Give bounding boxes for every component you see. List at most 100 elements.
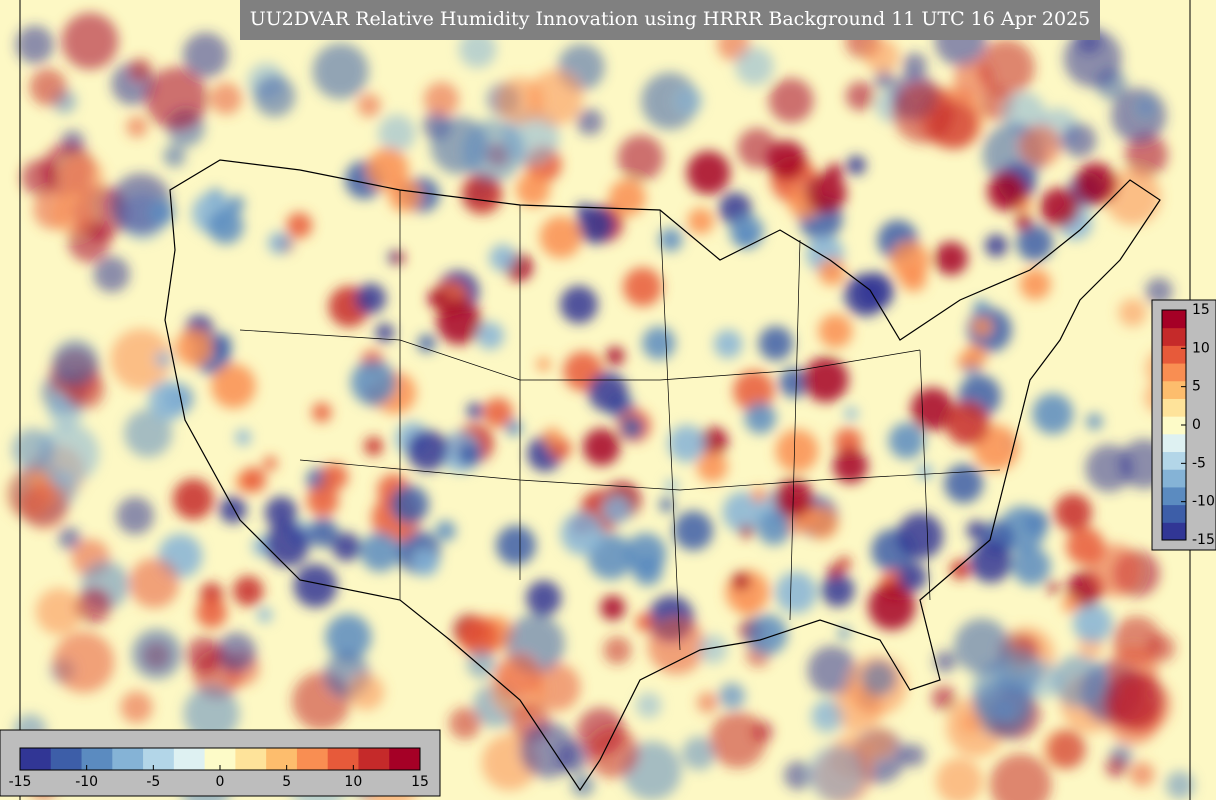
colorbar-segment <box>173 748 206 770</box>
field-blob <box>956 355 971 369</box>
field-blob <box>774 478 814 518</box>
field-blob <box>219 496 247 524</box>
field-blob <box>635 692 662 719</box>
field-blob <box>860 660 897 696</box>
field-blob <box>1135 96 1157 118</box>
field-blob <box>807 745 865 800</box>
field-blob <box>172 478 214 520</box>
field-blob <box>783 760 813 790</box>
field-blob <box>375 323 395 343</box>
field-blob <box>1052 654 1106 708</box>
field-blob <box>846 155 867 176</box>
field-blob <box>423 81 459 117</box>
field-blob <box>605 346 625 366</box>
field-blob <box>52 339 99 386</box>
field-blob <box>576 108 604 136</box>
field-blob <box>768 78 814 123</box>
field-blob <box>293 563 338 608</box>
field-blob <box>1015 213 1033 231</box>
field-blob <box>320 463 349 491</box>
field-blob <box>888 422 925 460</box>
tick-label: 0 <box>1192 417 1201 433</box>
field-blob <box>364 436 384 456</box>
colorbar-segment <box>81 748 113 770</box>
colorbar-segment <box>1162 345 1186 364</box>
field-blob <box>756 511 791 546</box>
field-blob <box>935 757 983 800</box>
field-blob <box>461 173 503 215</box>
field-blob <box>175 328 214 367</box>
field-blob <box>635 613 655 632</box>
field-blob <box>720 683 746 709</box>
field-blob <box>311 402 332 423</box>
field-blob <box>665 479 678 492</box>
field-blob <box>207 208 244 245</box>
colorbar-segment <box>1162 433 1186 453</box>
field-blob <box>355 283 387 314</box>
colorbar-segment <box>1162 398 1186 417</box>
field-blob <box>673 510 714 551</box>
field-blob <box>950 559 971 580</box>
field-blob <box>587 726 639 779</box>
field-blob <box>803 356 849 403</box>
field-blob <box>1039 187 1079 227</box>
colorbar-segment <box>1162 504 1186 523</box>
field-blob <box>12 428 55 471</box>
field-blob <box>286 212 313 239</box>
field-blob <box>1047 581 1060 594</box>
field-blob <box>1104 670 1164 730</box>
boundaries <box>164 159 1161 792</box>
field-blob <box>642 326 676 360</box>
field-blob <box>696 451 728 483</box>
field-blob <box>61 12 119 70</box>
field-blob <box>902 743 926 767</box>
field-blob <box>931 685 957 711</box>
field-blob <box>149 200 175 226</box>
field-blob <box>821 573 855 607</box>
field-blob <box>696 691 719 714</box>
field-blob <box>1061 595 1079 613</box>
field-blob <box>818 258 846 286</box>
field-blob <box>520 722 576 779</box>
field-blob <box>969 540 1013 583</box>
tick-label: -10 <box>75 774 98 790</box>
field-blob <box>1118 298 1147 327</box>
field-blob <box>332 532 361 562</box>
field-blob <box>733 370 775 412</box>
field-blob <box>741 600 755 614</box>
field-blob <box>357 93 381 118</box>
field-blob <box>348 673 385 711</box>
tick-label: -5 <box>1192 455 1206 471</box>
field-blob <box>183 685 240 742</box>
horizontal-colorbar: -15 -10 -5 0 5 10 15 <box>9 747 429 790</box>
field-blob <box>526 580 562 616</box>
field-blob <box>682 736 716 771</box>
field-blob <box>713 329 743 359</box>
field-blob <box>1074 162 1118 205</box>
colorbar-segment <box>20 748 52 770</box>
field-blob <box>186 636 223 674</box>
field-blob <box>699 427 729 456</box>
field-blob <box>735 47 774 86</box>
field-blob <box>673 86 703 116</box>
field-blob <box>350 359 397 406</box>
field-blob <box>495 653 541 699</box>
tick-label: 15 <box>411 774 429 790</box>
colorbar-segment <box>235 748 267 770</box>
field-blob <box>779 367 810 398</box>
field-blob <box>466 649 497 679</box>
field-blob <box>308 517 339 548</box>
colorbar-segment <box>204 748 236 770</box>
field-blob <box>110 328 172 390</box>
colorbar-segment <box>143 748 175 770</box>
field-blob <box>466 402 484 420</box>
field-blob <box>775 429 819 473</box>
field-blob <box>874 69 895 90</box>
field-blob <box>818 313 853 349</box>
field-blob <box>58 155 104 201</box>
tick-label: -15 <box>9 774 32 790</box>
field-blob <box>128 57 153 82</box>
title-box <box>240 0 1100 40</box>
field-blob <box>411 549 440 577</box>
field-blob <box>960 712 982 734</box>
